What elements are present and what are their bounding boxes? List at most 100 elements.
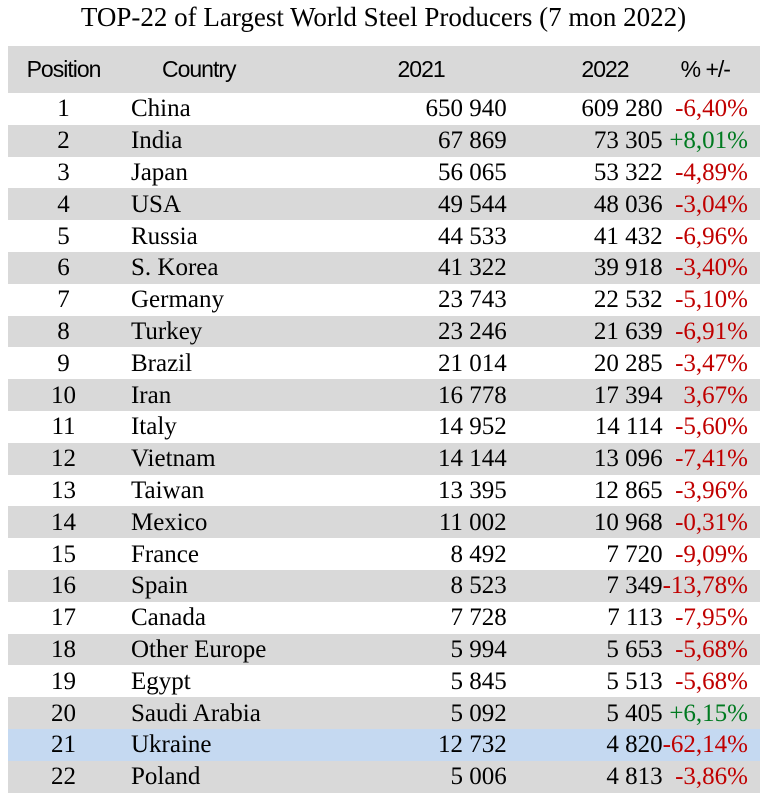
steel-producers-table: Position Country 2021 2022 % +/- 1 China 6… <box>8 46 760 793</box>
cell-change-percent: -3,86% <box>662 760 760 793</box>
cell-change-percent: -3,47% <box>675 349 748 377</box>
cell-value-2022: 48 036 <box>506 188 663 221</box>
cell-change-percent: -7,41% <box>662 442 760 475</box>
cell-position: 3 <box>57 158 70 186</box>
cell-country: Mexico <box>118 506 298 539</box>
cell-country: Brazil <box>130 349 193 377</box>
cell-position: 11 <box>51 413 76 441</box>
cell-position: 21 <box>8 728 119 761</box>
table-row: 1 China 650 940 609 280 -6,40% <box>8 93 760 125</box>
cell-value-2022: 4 820 <box>506 728 663 761</box>
cell-position: 12 <box>8 442 119 475</box>
cell-value-2022: 39 918 <box>506 251 663 284</box>
cell-value-2022: 5 653 <box>506 633 663 666</box>
table-row: 11 Italy 14 952 14 114 -5,60% <box>8 411 760 443</box>
cell-value-2021: 8 492 <box>450 540 507 568</box>
cell-position: 7 <box>57 286 70 314</box>
cell-change-percent: -13,78% <box>662 569 760 602</box>
cell-change-percent: -6,91% <box>662 315 760 348</box>
cell-value-2021: 5 994 <box>297 633 507 666</box>
cell-value-2021: 21 014 <box>437 349 507 377</box>
table-row: 22 Poland 5 006 4 813 -3,86% <box>8 760 760 793</box>
header-2022: 2022 <box>506 46 663 93</box>
cell-change-percent: -5,10% <box>675 286 748 314</box>
cell-country: China <box>130 95 191 123</box>
cell-value-2021: 5 845 <box>450 667 507 695</box>
cell-change-percent: +6,15% <box>662 697 760 729</box>
cell-country: Poland <box>118 760 298 793</box>
cell-position: 5 <box>57 222 70 250</box>
cell-change-percent: -0,31% <box>662 506 760 539</box>
cell-change-percent: -3,96% <box>675 476 748 504</box>
cell-change-percent: 3,67% <box>662 379 760 411</box>
cell-value-2021: 67 869 <box>297 124 507 157</box>
table-row: 7 Germany 23 743 22 532 -5,10% <box>8 284 760 316</box>
cell-position: 18 <box>8 633 119 666</box>
cell-value-2021: 8 523 <box>297 569 507 602</box>
cell-value-2022: 53 322 <box>593 158 663 186</box>
cell-value-2021: 23 246 <box>297 315 507 348</box>
cell-change-percent: -7,95% <box>675 604 748 632</box>
cell-country: Vietnam <box>118 442 298 475</box>
table-row: 21 Ukraine 12 732 4 820 -62,14% <box>8 728 760 761</box>
cell-position: 16 <box>8 569 119 602</box>
cell-value-2021: 56 065 <box>437 158 507 186</box>
cell-country: Germany <box>130 286 225 314</box>
cell-value-2022: 609 280 <box>581 95 663 123</box>
table-row: 12 Vietnam 14 144 13 096 -7,41% <box>8 442 760 475</box>
header-country: Country <box>118 46 298 93</box>
cell-value-2022: 20 285 <box>593 349 663 377</box>
cell-position: 6 <box>8 251 119 284</box>
cell-value-2021: 13 395 <box>437 476 507 504</box>
cell-country: USA <box>118 188 298 221</box>
cell-country: Iran <box>118 379 298 411</box>
cell-position: 13 <box>50 476 76 504</box>
cell-change-percent: -3,40% <box>662 251 760 284</box>
cell-country: India <box>118 124 298 157</box>
header-2021: 2021 <box>297 46 507 93</box>
cell-position: 15 <box>50 540 76 568</box>
cell-value-2021: 14 144 <box>297 442 507 475</box>
cell-country: Turkey <box>118 315 298 348</box>
cell-value-2022: 41 432 <box>593 222 663 250</box>
cell-value-2022: 7 720 <box>606 540 663 568</box>
cell-position: 1 <box>57 95 70 123</box>
cell-value-2021: 14 952 <box>437 413 507 441</box>
table-row: 10 Iran 16 778 17 394 3,67% <box>8 379 760 411</box>
cell-country: Japan <box>130 158 188 186</box>
table-row: 19 Egypt 5 845 5 513 -5,68% <box>8 665 760 697</box>
cell-value-2021: 5 006 <box>297 760 507 793</box>
cell-position: 4 <box>8 188 119 221</box>
cell-country: Other Europe <box>118 633 298 666</box>
table-row: 4 USA 49 544 48 036 -3,04% <box>8 188 760 221</box>
cell-value-2021: 41 322 <box>297 251 507 284</box>
cell-change-percent: -5,68% <box>675 667 748 695</box>
cell-position: 14 <box>8 506 119 539</box>
cell-value-2021: 7 728 <box>450 604 507 632</box>
cell-country: France <box>130 540 200 568</box>
cell-change-percent: +8,01% <box>662 124 760 157</box>
header-change: % +/- <box>662 46 760 93</box>
cell-value-2022: 7 349 <box>506 569 663 602</box>
cell-country: Egypt <box>130 667 191 695</box>
table-row: 13 Taiwan 13 395 12 865 -3,96% <box>8 475 760 507</box>
header-position: Position <box>8 46 119 93</box>
cell-value-2021: 23 743 <box>437 286 507 314</box>
cell-value-2022: 5 405 <box>506 697 663 729</box>
cell-value-2022: 7 113 <box>607 604 663 632</box>
cell-position: 2 <box>8 124 119 157</box>
cell-change-percent: -6,40% <box>675 95 748 123</box>
cell-position: 9 <box>57 349 70 377</box>
cell-position: 8 <box>8 315 119 348</box>
cell-value-2022: 73 305 <box>506 124 663 157</box>
cell-change-percent: -5,68% <box>662 633 760 666</box>
cell-value-2021: 44 533 <box>437 222 507 250</box>
cell-country: Russia <box>130 222 198 250</box>
cell-value-2022: 22 532 <box>593 286 663 314</box>
table-title: TOP-22 of Largest World Steel Producers … <box>80 2 687 32</box>
cell-value-2022: 10 968 <box>506 506 663 539</box>
cell-country: Italy <box>130 413 177 441</box>
cell-position: 17 <box>50 604 76 632</box>
cell-value-2021: 650 940 <box>425 95 507 123</box>
table-row: 8 Turkey 23 246 21 639 -6,91% <box>8 315 760 348</box>
